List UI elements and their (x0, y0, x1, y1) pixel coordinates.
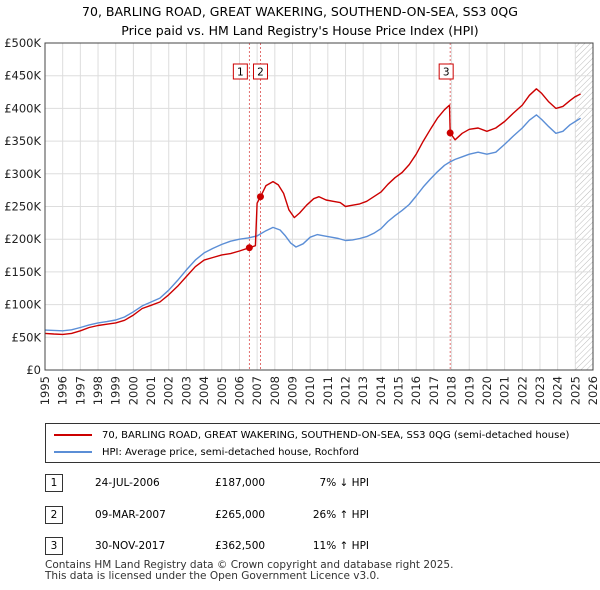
sale-number-badge: 3 (45, 537, 63, 555)
axes (44, 42, 594, 371)
sale-badge-label: 2 (257, 67, 264, 79)
y-tick-label: £450K (4, 69, 41, 83)
sale-price: £362,500 (215, 540, 266, 552)
x-tick-label: 2011 (321, 376, 335, 405)
x-tick-label: 2016 (409, 376, 423, 405)
y-tick-label: £250K (4, 200, 41, 214)
x-tick-label: 2015 (392, 376, 406, 405)
x-tick-label: 2010 (303, 376, 317, 405)
x-tick-label: 2023 (533, 376, 547, 405)
x-tick-label: 2021 (498, 376, 512, 405)
footer: Contains HM Land Registry data © Crown c… (45, 560, 453, 582)
sale-badges: 1 2 3 (232, 63, 454, 80)
x-tick-label: 1995 (38, 376, 52, 405)
x-tick-label: 2004 (197, 376, 211, 405)
x-tick-label: 2020 (480, 376, 494, 405)
y-tick-label: £0 (26, 363, 41, 377)
sale-badge-label: 1 (237, 67, 244, 79)
sale-badge-1: 1 (232, 63, 248, 80)
x-tick-label: 2022 (515, 376, 529, 405)
sale-badge-box (232, 63, 248, 80)
chart-title-line1: 70, BARLING ROAD, GREAT WAKERING, SOUTHE… (82, 4, 518, 19)
x-tick-label: 2000 (126, 376, 140, 405)
x-tick-label: 2018 (445, 376, 459, 405)
sale-price: £187,000 (215, 477, 266, 489)
footer-line2: This data is licensed under the Open Gov… (45, 570, 380, 582)
sale-badge-box (252, 63, 268, 80)
x-tick-label: 2002 (162, 376, 176, 405)
sale-date: 30-NOV-2017 (95, 540, 166, 552)
sale-price: £265,000 (215, 509, 266, 521)
sale-badge-label: 3 (443, 67, 450, 79)
sale-row-2: 2 09-MAR-2007 £265,000 26% ↑ HPI (45, 506, 405, 526)
x-tick-label: 2001 (144, 376, 158, 405)
legend: 70, BARLING ROAD, GREAT WAKERING, SOUTHE… (45, 423, 600, 463)
x-tick-label: 2013 (356, 376, 370, 405)
y-tick-label: £300K (4, 167, 41, 181)
sale-number-badge: 2 (45, 506, 63, 524)
chart-title: 70, BARLING ROAD, GREAT WAKERING, SOUTHE… (0, 2, 600, 40)
x-tick-label: 2017 (427, 376, 441, 405)
x-tick-label: 2003 (179, 376, 193, 405)
x-tick-label: 2006 (232, 376, 246, 405)
x-tick-label: 2012 (339, 376, 353, 405)
footer-line1: Contains HM Land Registry data © Crown c… (45, 559, 454, 571)
sale-marker-dot (256, 193, 264, 201)
x-tick-label: 2008 (268, 376, 282, 405)
x-tick-label: 1997 (73, 376, 87, 405)
sale-hpi-diff: 7% ↓ HPI (319, 477, 369, 489)
sale-badge-3: 3 (438, 63, 454, 80)
sale-number-badge: 1 (45, 474, 63, 492)
sale-vertical-lines (248, 43, 451, 370)
x-tick-label: 2007 (250, 376, 264, 405)
sale-row-1: 1 24-JUL-2006 £187,000 7% ↓ HPI (45, 474, 405, 494)
sale-hpi-diff: 11% ↑ HPI (312, 540, 369, 552)
x-tick-label: 2009 (285, 376, 299, 405)
y-tick-label: £100K (4, 298, 41, 312)
y-tick-label: £350K (4, 134, 41, 148)
sale-markers (245, 129, 454, 252)
x-tick-label: 1996 (56, 376, 70, 405)
legend-item-hpi: HPI: Average price, semi-detached house,… (54, 445, 359, 459)
sale-row-3: 3 30-NOV-2017 £362,500 11% ↑ HPI (45, 537, 405, 557)
x-tick-label: 2024 (551, 376, 565, 405)
legend-label-property: 70, BARLING ROAD, GREAT WAKERING, SOUTHE… (102, 429, 570, 441)
y-tick-label: £50K (12, 330, 42, 344)
series-lines (44, 88, 581, 336)
x-tick-label: 1998 (91, 376, 105, 405)
x-tick-label: 2025 (568, 376, 582, 405)
legend-swatch-hpi (54, 451, 92, 453)
legend-item-property: 70, BARLING ROAD, GREAT WAKERING, SOUTHE… (54, 428, 569, 442)
y-tick-label: £400K (4, 101, 41, 115)
sale-marker-dot (245, 244, 253, 252)
chart-title-line2: Price paid vs. HM Land Registry's House … (121, 23, 479, 38)
x-tick-label: 2014 (374, 376, 388, 405)
price-chart: £0 £50K £100K £150K £200K £250K £300K £350K £400… (4, 36, 600, 405)
x-tick-label: 2005 (215, 376, 229, 405)
property-price-line (44, 88, 581, 336)
x-tick-label: 1999 (109, 376, 123, 405)
hpi-line (44, 114, 581, 332)
x-tick-label: 2026 (586, 376, 600, 405)
legend-swatch-property (54, 434, 92, 436)
sale-marker-dot (446, 129, 454, 137)
sale-badge-box (438, 63, 454, 80)
sale-badge-2: 2 (252, 63, 268, 80)
y-tick-label: £500K (4, 36, 41, 50)
sale-date: 24-JUL-2006 (95, 477, 160, 489)
y-tick-label: £200K (4, 232, 41, 246)
x-tick-label: 2019 (462, 376, 476, 405)
sale-date: 09-MAR-2007 (95, 509, 166, 521)
grid (44, 42, 594, 371)
sale-hpi-diff: 26% ↑ HPI (312, 509, 369, 521)
tick-labels: £0 £50K £100K £150K £200K £250K £300K £350K £400… (4, 36, 600, 405)
plot-frame (44, 42, 594, 371)
y-tick-label: £150K (4, 265, 41, 279)
legend-label-hpi: HPI: Average price, semi-detached house,… (102, 446, 359, 458)
